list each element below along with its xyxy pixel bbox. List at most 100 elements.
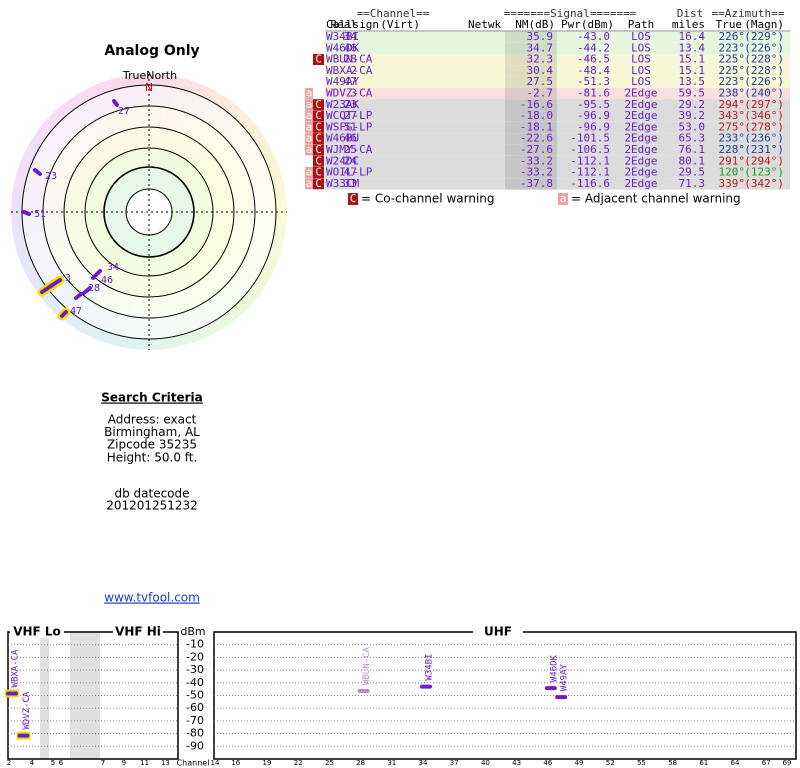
table-row: [325, 31, 790, 43]
section-label: VHF Hi: [115, 625, 161, 639]
warning-flag: [305, 144, 313, 156]
nm-cell: [505, 110, 557, 122]
cell-pwr: -43.0: [577, 30, 610, 43]
channel-tick: 49: [575, 759, 584, 767]
cell-pwr: -101.5: [570, 132, 610, 145]
cell-real: 47: [344, 75, 357, 88]
column-header: True: [716, 18, 743, 31]
nm-cell: [505, 167, 557, 179]
cell-path: LOS: [631, 41, 651, 54]
channel-tick: 25: [325, 759, 334, 767]
cell-pwr: -44.2: [577, 41, 610, 54]
cell-pwr: -95.5: [577, 98, 610, 111]
cell-nm: -37.8: [520, 177, 553, 190]
cell-dist: 15.1: [679, 53, 706, 66]
cell-real: 28: [344, 53, 357, 66]
warning-flag-text: a: [306, 98, 313, 111]
station-label: WDVZ-CA: [22, 691, 32, 730]
cell-az_true: 223°: [719, 41, 746, 54]
channel-tick: 61: [699, 759, 708, 767]
cell-nm: 35.9: [527, 30, 554, 43]
warning-flag: [313, 178, 324, 190]
cell-dist: 16.4: [679, 30, 706, 43]
legend-flag-text: C: [350, 192, 357, 205]
table-row: [325, 54, 790, 66]
datecode: 201201251232: [106, 499, 198, 513]
y-tick-label: -60: [186, 701, 204, 714]
link[interactable]: www.tvfool.com: [104, 591, 200, 605]
radar-label: 23: [45, 171, 57, 182]
search-line: Birmingham, AL: [104, 425, 200, 439]
cell-az_magn: (297°): [744, 98, 784, 111]
group-header: ==Channel==: [357, 7, 430, 20]
cell-az_magn: (240°): [744, 87, 784, 100]
cell-callsign: W34BI: [326, 30, 359, 43]
cell-path: 2Edge: [624, 109, 657, 122]
cell-az_magn: (226°): [744, 41, 784, 54]
cell-real: 3: [350, 87, 357, 100]
cell-pwr: -106.5: [570, 143, 610, 156]
channel-tick: 52: [606, 759, 615, 767]
table-row: [325, 76, 790, 88]
nm-cell: [505, 144, 557, 156]
warning-flag-text: C: [315, 177, 322, 190]
channel-tick: 34: [419, 759, 428, 767]
radar-label: 27: [118, 106, 130, 117]
radar-label: 34: [107, 262, 119, 273]
cell-az_magn: (294°): [744, 154, 784, 167]
cell-dist: 39.2: [679, 109, 706, 122]
warning-flag-text: C: [315, 120, 322, 133]
cell-callsign: WJMY-CA: [326, 143, 373, 156]
warning-flag: [305, 110, 313, 122]
section-label-bg: [473, 626, 523, 638]
channel-tick: 19: [263, 759, 272, 767]
radar-label: 3: [65, 273, 71, 284]
cell-callsign: WDVZ-CA: [326, 87, 373, 100]
cell-callsign: W33CM: [326, 177, 359, 190]
search-line: Zipcode 35235: [107, 438, 197, 452]
cell-real: 2: [350, 64, 357, 77]
station-label: WBXA-CA: [11, 649, 21, 688]
warning-flag: [305, 99, 313, 111]
cell-callsign: WCQT-LP: [326, 109, 373, 122]
cell-nm: 30.4: [527, 64, 554, 77]
cell-real: 25: [344, 143, 357, 156]
cell-dist: 80.1: [679, 154, 706, 167]
cell-az_true: 225°: [719, 53, 746, 66]
cell-nm: 34.7: [527, 41, 554, 54]
cell-nm: -33.2: [520, 166, 553, 179]
cell-pwr: -116.6: [570, 177, 610, 190]
cell-callsign: WBXA-CA: [326, 64, 373, 77]
cell-pwr: -96.9: [577, 120, 610, 133]
nm-cell: [505, 31, 557, 43]
warning-flag: [305, 167, 313, 178]
channel-tick: 2: [7, 759, 11, 767]
station-label: W46DK: [549, 654, 559, 682]
table-row: [325, 144, 790, 156]
table-row: [325, 155, 790, 167]
table-row: [325, 65, 790, 77]
cell-az_true: 238°: [719, 87, 746, 100]
cell-path: LOS: [631, 64, 651, 77]
search-line: Height: 50.0 ft.: [107, 450, 198, 464]
cell-callsign: W49AY: [326, 75, 359, 88]
cell-path: 2Edge: [624, 177, 657, 190]
warning-flag: [305, 121, 313, 133]
cell-az_true: 120°: [719, 166, 746, 179]
cell-az_magn: (228°): [744, 64, 784, 77]
column-header: miles: [672, 18, 705, 31]
cell-path: 2Edge: [624, 87, 657, 100]
title: Analog Only: [104, 43, 199, 59]
cell-pwr: -81.6: [577, 87, 610, 100]
radar-label: 28: [88, 283, 100, 294]
legend-text: = Co-channel warning: [361, 192, 495, 206]
cell-dist: 71.3: [679, 177, 706, 190]
channel-tick: 55: [637, 759, 646, 767]
y-tick-label: -40: [186, 676, 204, 689]
station-mark: [33, 168, 42, 176]
column-header: Real: [331, 18, 358, 31]
nm-cell: [505, 87, 557, 100]
table-row: [325, 99, 790, 111]
column-header: Netwk: [468, 18, 501, 31]
warning-flag-text: C: [315, 53, 322, 66]
